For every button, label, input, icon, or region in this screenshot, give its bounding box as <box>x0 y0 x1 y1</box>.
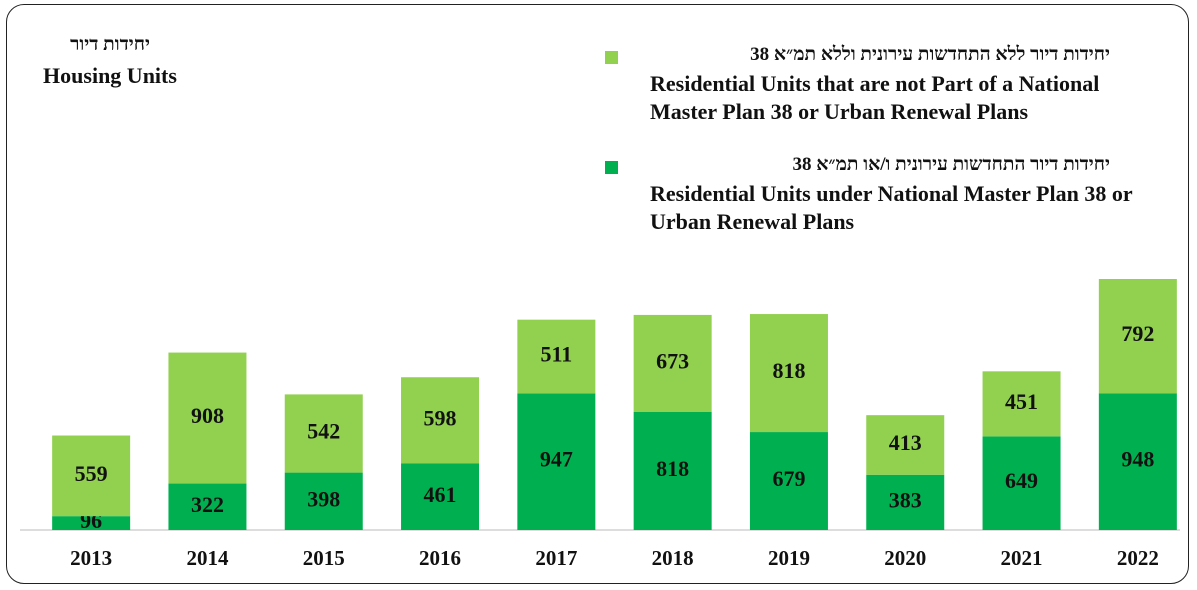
value-label: 559 <box>75 461 108 486</box>
bar-segment <box>633 314 712 413</box>
bar-segment <box>52 516 131 530</box>
bar-segment <box>866 415 945 475</box>
bar-segment <box>401 463 480 530</box>
x-tick-label: 2021 <box>1001 546 1043 570</box>
value-label: 792 <box>1121 321 1154 346</box>
legend-label-en: Residential Units that are not Part of a… <box>650 71 1100 124</box>
legend-label-he: יחידות דיור ללא התחדשות עירונית וללא תמ״… <box>750 44 1110 65</box>
x-tick-label: 2014 <box>186 546 229 570</box>
axis-title-en: Housing Units <box>43 63 177 88</box>
value-label: 322 <box>191 492 224 517</box>
x-tick-label: 2016 <box>419 546 461 570</box>
x-tick-label: 2017 <box>535 546 577 570</box>
value-label: 649 <box>1005 468 1038 493</box>
bar-segment <box>1098 393 1177 530</box>
bar-segment <box>284 394 363 473</box>
legend-label-en: Residential Units under National Master … <box>650 181 1133 234</box>
value-label: 398 <box>307 486 340 511</box>
bar-segment <box>517 393 596 530</box>
bar-segment <box>284 472 363 530</box>
value-label: 948 <box>1121 447 1154 472</box>
bar-segment <box>168 352 247 484</box>
value-label: 598 <box>424 405 457 430</box>
value-label: 451 <box>1005 389 1038 414</box>
bar-segment <box>749 432 828 530</box>
value-label: 679 <box>772 466 805 491</box>
bar-segment <box>982 436 1061 530</box>
bar-segment <box>982 371 1061 437</box>
x-tick-label: 2022 <box>1117 546 1159 570</box>
bar-segment <box>52 435 131 517</box>
legend-swatch <box>605 161 618 174</box>
value-label: 461 <box>424 482 457 507</box>
value-label: 542 <box>307 419 340 444</box>
axis-title-he: יחידות דיור <box>70 34 150 55</box>
x-tick-label: 2019 <box>768 546 810 570</box>
frame <box>6 4 1189 584</box>
x-tick-label: 2013 <box>70 546 112 570</box>
bar-segment <box>1098 279 1177 394</box>
value-label: 818 <box>656 456 689 481</box>
value-label: 947 <box>540 447 573 472</box>
value-label: 673 <box>656 349 689 374</box>
value-label: 413 <box>889 430 922 455</box>
bar-segment <box>633 412 712 530</box>
value-label: 908 <box>191 403 224 428</box>
x-tick-label: 2018 <box>652 546 694 570</box>
bar-segment <box>517 319 596 394</box>
value-label: 511 <box>540 342 572 367</box>
x-tick-label: 2020 <box>884 546 926 570</box>
legend-swatch <box>605 51 618 64</box>
bar-segment <box>749 314 828 433</box>
legend-label-he: יחידות דיור התחדשות עירונית ו/או תמ״א 38 <box>792 154 1110 175</box>
bar-segment <box>168 483 247 530</box>
bar-segment <box>401 377 480 464</box>
bar-segment <box>866 474 945 530</box>
value-label: 383 <box>889 487 922 512</box>
value-label: 818 <box>772 358 805 383</box>
x-tick-label: 2015 <box>303 546 345 570</box>
